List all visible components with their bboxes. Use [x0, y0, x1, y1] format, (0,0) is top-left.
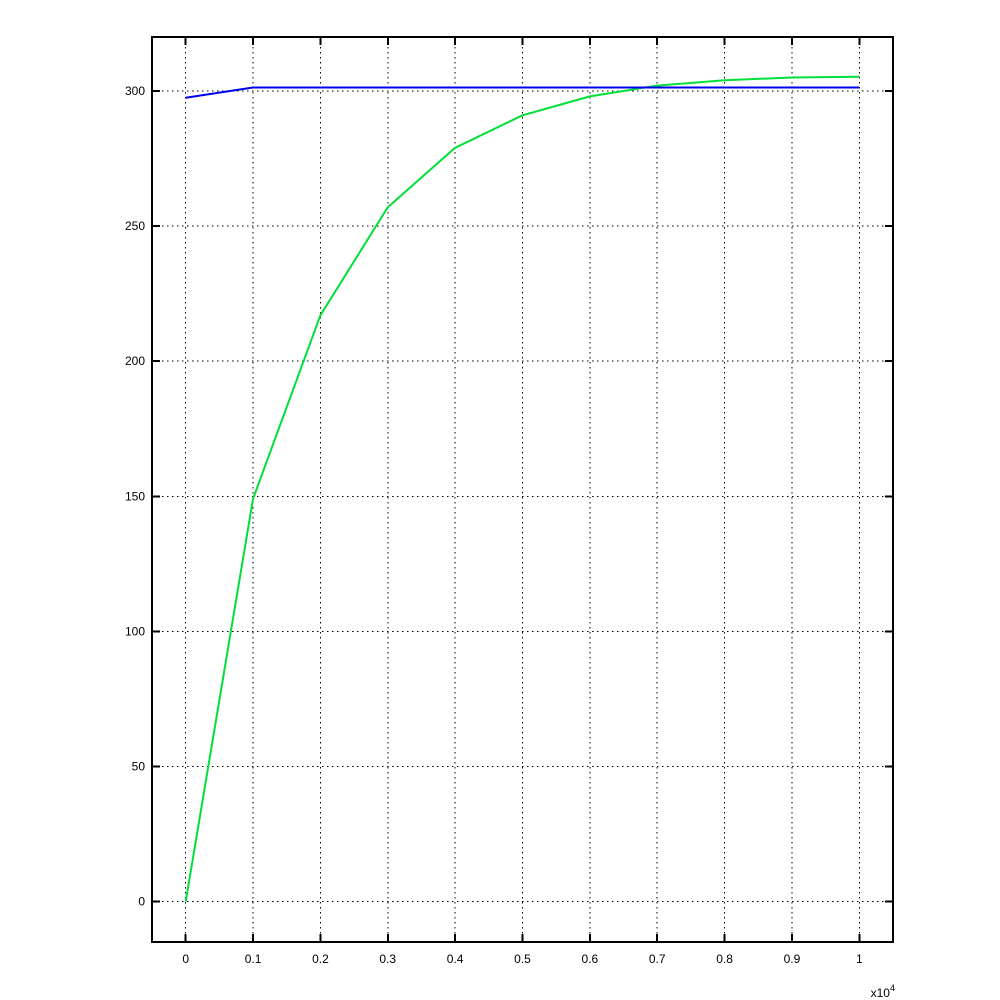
x-axis-exponent-label: x104 — [871, 983, 895, 1000]
x-tick-label: 0.7 — [649, 952, 666, 966]
x-tick-label: 0.8 — [716, 952, 733, 966]
series-green-curve — [184, 75, 860, 902]
x-tick-label: 0.3 — [379, 952, 396, 966]
y-tick-label: 50 — [132, 759, 146, 773]
x-tick-label: 0.1 — [245, 952, 262, 966]
x-tick-label: 0 — [182, 952, 189, 966]
x-tick-label: 0.4 — [447, 952, 464, 966]
y-tick-label: 300 — [125, 84, 145, 98]
series-blue-curve — [185, 86, 860, 99]
x-tick-label: 0.5 — [514, 952, 531, 966]
y-tick-label: 0 — [138, 894, 145, 908]
y-tick-label: 150 — [125, 489, 145, 503]
x-tick-label: 0.9 — [784, 952, 801, 966]
x-tick-label: 1 — [856, 952, 863, 966]
y-tick-label: 200 — [125, 354, 145, 368]
x-tick-label: 0.6 — [582, 952, 599, 966]
y-tick-label: 100 — [125, 624, 145, 638]
x-tick-label: 0.2 — [312, 952, 329, 966]
y-tick-label: 250 — [125, 219, 145, 233]
